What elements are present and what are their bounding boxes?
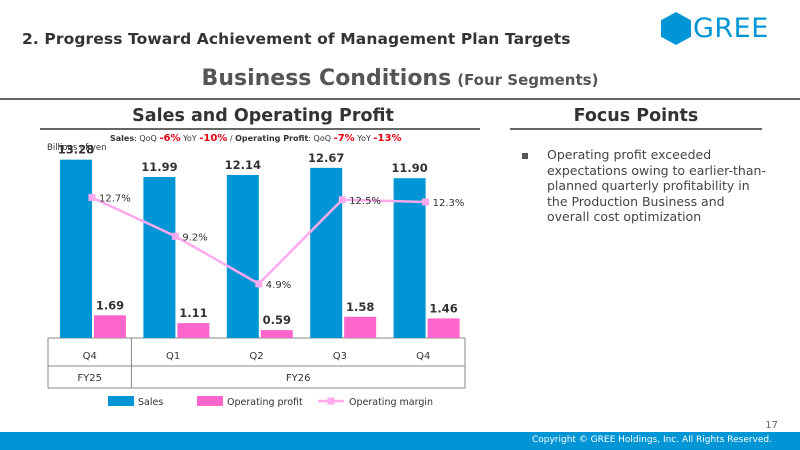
growth-summary: Sales: QoQ -6% YoY -10% / Operating Prof… [110,133,402,144]
operating-margin-data-label: 12.3% [433,198,465,209]
operating-margin-point [171,232,179,240]
page-title-text: Business Conditions [201,66,452,91]
legend-operating-profit-label: Operating profit [227,397,303,408]
hexagon-logo-icon [661,12,691,45]
focus-panel-divider [510,128,762,130]
legend-sales-label: Sales [138,397,163,408]
sales-operating-profit-chart: FY25 FY26 13.28 1.69 Q4 11.99 1.11 Q1 12.14 0.59 Q… [47,143,466,408]
operating-margin-point [422,198,430,206]
operating-profit-data-label: 1.46 [429,301,457,315]
operating-profit-label: Operating Profit [235,134,309,143]
legend-operating-profit-swatch [197,396,223,406]
sales-data-label: 11.90 [391,161,427,175]
x-tick-label: Q2 [249,351,263,362]
operating-margin-data-label: 12.5% [349,196,381,207]
sales-bar [310,167,343,338]
sales-bar [143,176,176,338]
page-number: 17 [765,420,778,431]
page-subtitle: (Four Segments) [457,71,599,89]
legend-operating-margin-label: Operating margin [349,397,433,408]
operating-profit-bar [344,316,377,338]
focus-point-text: Operating profit exceeded expectations o… [547,147,766,224]
chart-panel-heading: Sales and Operating Profit [132,106,394,126]
gree-logo: GREE [661,12,769,45]
qoq-label-2: QoQ [313,134,332,143]
operating-margin-point [255,280,263,288]
yoy-label-2: YoY [357,134,371,143]
sales-data-label: 11.99 [141,160,177,174]
chart-panel-divider [40,128,480,130]
title-divider [0,98,800,100]
x-tick-label: Q1 [166,351,180,362]
square-bullet-icon [522,153,528,159]
sales-label: Sales [110,134,135,143]
x-tick-label: Q4 [416,351,430,362]
operating-margin-data-label: 4.9% [266,280,291,291]
yoy-label: YoY [183,134,197,143]
operating-profit-bar [94,315,126,338]
page-title: Business Conditions (Four Segments) [0,66,800,91]
operating-profit-data-label: 1.11 [179,306,207,320]
operating-margin-point [88,194,96,202]
unit-label: Billions of yen [47,143,107,153]
operating-profit-bar [260,330,293,338]
sales-bar [393,178,426,338]
focus-point-item: Operating profit exceeded expectations o… [522,147,770,225]
sales-data-label: 13.28 [58,143,94,157]
operating-margin-data-label: 12.7% [99,194,131,205]
section-title: 2. Progress Toward Achievement of Manage… [22,30,571,48]
operating-margin-data-label: 9.2% [182,232,207,243]
sales-qoq-value: -6% [159,133,181,144]
sales-bar [226,174,259,338]
x-tick-label: Q4 [83,351,97,362]
legend-operating-margin-marker [327,397,335,405]
x-tick-label: Q3 [333,351,347,362]
operating-profit-bar [427,318,460,338]
separator: / [229,134,233,143]
focus-points-list: Operating profit exceeded expectations o… [522,147,770,225]
operating-profit-data-label: 0.59 [263,313,291,327]
fiscal-year-label: FY26 [286,373,311,384]
fiscal-year-label: FY25 [77,373,102,384]
sales-yoy-value: -10% [199,133,228,144]
sales-data-label: 12.14 [225,158,261,172]
operating-profit-bar [177,323,210,338]
copyright-text: Copyright © GREE Holdings, Inc. All Righ… [531,435,772,445]
focus-panel-heading: Focus Points [573,106,699,126]
sales-bar [60,159,92,338]
operating-margin-point [338,196,346,204]
operating-profit-data-label: 1.58 [346,300,374,314]
logo-wordmark: GREE [693,13,769,44]
op-qoq-value: -7% [333,133,355,144]
qoq-label: QoQ [139,134,157,143]
operating-profit-data-label: 1.69 [96,298,124,312]
legend-sales-swatch [108,396,134,406]
footer-bar: Copyright © GREE Holdings, Inc. All Righ… [0,432,800,450]
sales-data-label: 12.67 [308,151,344,165]
op-yoy-value: -13% [373,133,402,144]
